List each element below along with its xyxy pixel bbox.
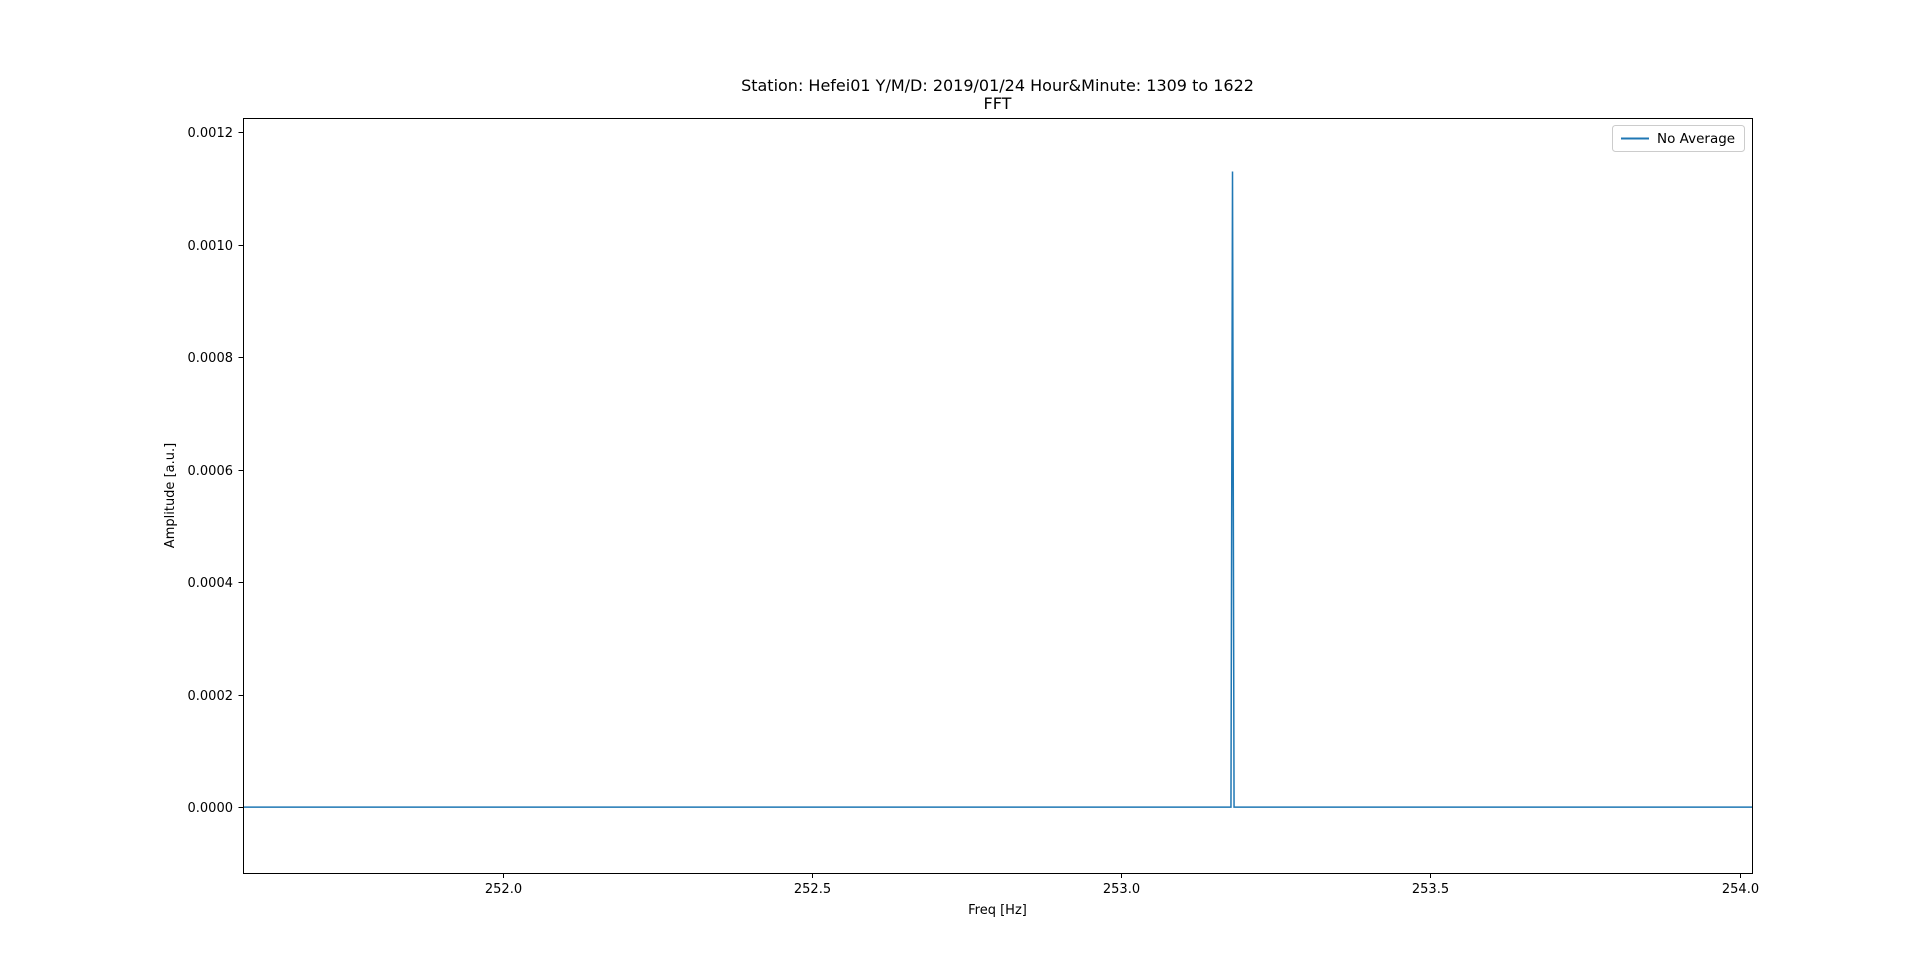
x-tick-label: 252.0 [485,882,522,897]
y-tick-label: 0.0010 [188,239,234,254]
y-tick-label: 0.0004 [188,576,234,591]
plot-area [243,118,1752,873]
x-tick-label: 254.0 [1722,882,1759,897]
x-axis-label: Freq [Hz] [968,903,1027,918]
x-tick-label: 253.5 [1412,882,1449,897]
y-tick-label: 0.0012 [188,126,234,141]
y-tick-label: 0.0002 [188,689,234,704]
y-tick-label: 0.0000 [188,801,234,816]
plot-frame [243,118,1753,874]
y-tick-label: 0.0006 [188,464,234,479]
y-tick-label: 0.0008 [188,351,234,366]
legend: No Average [1612,125,1745,152]
legend-label-no-average: No Average [1657,131,1735,147]
y-axis-ticks: 0.0000 0.0002 0.0004 0.0006 0.0008 0.0010 0.00… [188,126,244,816]
chart-title: Station: Hefei01 Y/M/D: 2019/01/24 Hour&… [741,76,1254,95]
x-tick-label: 252.5 [794,882,831,897]
series-line-no-average [243,171,1752,808]
y-axis-label: Amplitude [a.u.] [163,443,178,548]
chart-subtitle: FFT [984,94,1012,113]
series-layer [243,171,1752,808]
x-axis-ticks: 252.0 252.5 253.0 253.5 254.0 [485,873,1759,897]
legend-box [1612,125,1745,152]
x-tick-label: 253.0 [1103,882,1140,897]
